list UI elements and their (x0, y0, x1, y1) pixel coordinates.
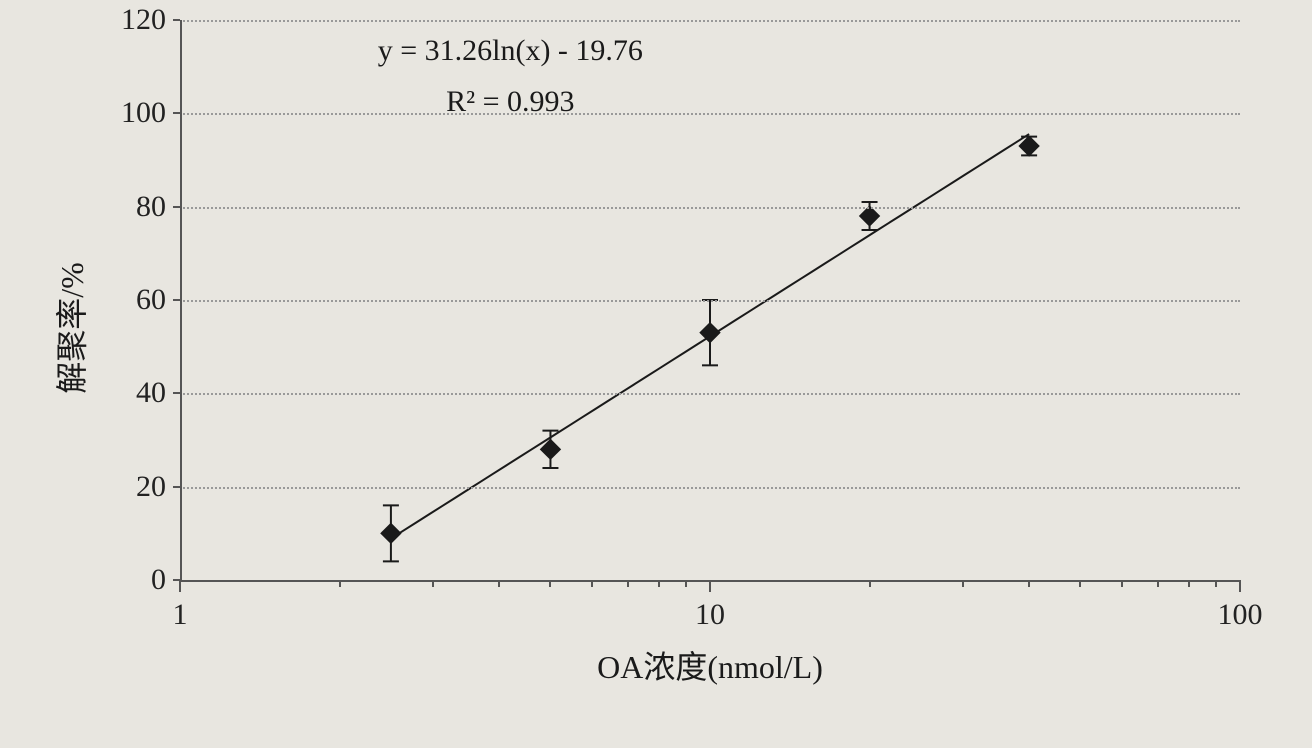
y-tick-mark (173, 19, 180, 21)
grid-line (180, 20, 1240, 22)
y-tick-label: 0 (151, 563, 166, 597)
x-tick-label: 10 (695, 598, 725, 632)
y-tick-label: 60 (136, 283, 166, 317)
x-tick-mark-minor (685, 580, 687, 587)
x-tick-mark-major (1239, 580, 1241, 592)
data-marker (381, 523, 401, 543)
x-tick-mark-minor (869, 580, 871, 587)
chart-svg-overlay (0, 0, 1312, 748)
x-tick-mark-minor (549, 580, 551, 587)
x-tick-mark-minor (1028, 580, 1030, 587)
grid-line (180, 393, 1240, 395)
y-tick-mark (173, 112, 180, 114)
x-tick-mark-minor (432, 580, 434, 587)
y-tick-label: 40 (136, 376, 166, 410)
y-tick-mark (173, 206, 180, 208)
chart-container: 解聚率/% OA浓度(nmol/L) y = 31.26ln(x) - 19.7… (0, 0, 1312, 748)
x-tick-mark-minor (1121, 580, 1123, 587)
x-tick-mark-minor (1215, 580, 1217, 587)
y-tick-label: 120 (121, 3, 166, 37)
y-axis-line (180, 20, 182, 580)
x-tick-mark-minor (591, 580, 593, 587)
x-tick-mark-minor (962, 580, 964, 587)
grid-line (180, 487, 1240, 489)
y-tick-label: 80 (136, 190, 166, 224)
x-tick-mark-minor (339, 580, 341, 587)
grid-line (180, 207, 1240, 209)
grid-line (180, 113, 1240, 115)
x-tick-mark-minor (658, 580, 660, 587)
x-tick-mark-minor (1079, 580, 1081, 587)
x-tick-label: 1 (173, 598, 188, 632)
x-tick-mark-minor (1188, 580, 1190, 587)
x-tick-mark-major (179, 580, 181, 592)
y-tick-mark (173, 486, 180, 488)
x-tick-mark-minor (498, 580, 500, 587)
x-tick-mark-minor (1157, 580, 1159, 587)
x-tick-mark-minor (627, 580, 629, 587)
x-tick-label: 100 (1218, 598, 1263, 632)
data-marker (860, 206, 880, 226)
y-tick-mark (173, 392, 180, 394)
y-tick-label: 20 (136, 470, 166, 504)
grid-line (180, 300, 1240, 302)
y-tick-label: 100 (121, 96, 166, 130)
y-tick-mark (173, 299, 180, 301)
x-tick-mark-major (709, 580, 711, 592)
